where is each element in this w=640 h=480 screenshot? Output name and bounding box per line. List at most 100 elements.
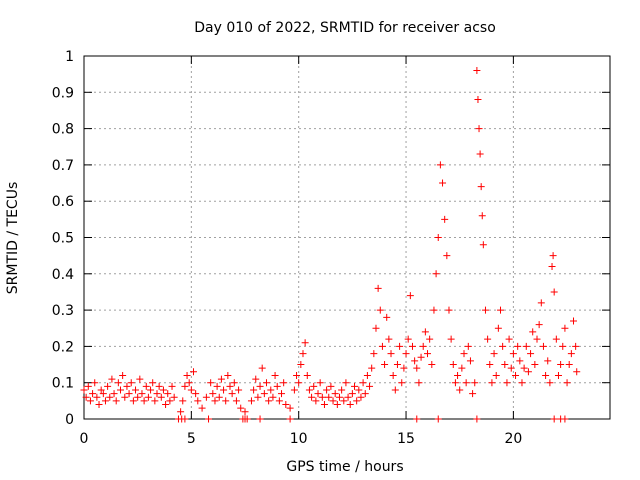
data-point xyxy=(353,397,361,405)
data-point xyxy=(282,400,290,408)
y-tick-label: 0.2 xyxy=(52,339,74,355)
data-point xyxy=(411,357,419,365)
data-point xyxy=(361,390,369,398)
data-point xyxy=(243,415,251,423)
data-point xyxy=(484,335,492,343)
y-tick-label: 0.6 xyxy=(52,194,74,210)
data-point xyxy=(456,386,464,394)
data-point xyxy=(305,386,313,394)
data-point xyxy=(544,357,552,365)
data-point xyxy=(533,335,541,343)
data-point xyxy=(402,350,410,358)
data-point xyxy=(370,350,378,358)
data-point xyxy=(293,371,301,379)
data-point xyxy=(129,397,137,405)
data-point xyxy=(445,306,453,314)
data-point xyxy=(436,161,444,169)
data-point xyxy=(546,379,554,387)
data-point xyxy=(492,371,500,379)
data-point xyxy=(121,393,129,401)
data-point xyxy=(112,397,120,405)
data-point xyxy=(252,375,260,383)
data-point xyxy=(232,397,240,405)
data-point xyxy=(224,371,232,379)
chart-title: Day 010 of 2022, SRMTID for receiver acs… xyxy=(194,20,496,36)
data-point xyxy=(123,382,131,390)
data-point xyxy=(318,393,326,401)
data-point xyxy=(325,393,333,401)
data-point xyxy=(91,379,99,387)
data-point xyxy=(419,342,427,350)
data-point xyxy=(474,96,482,104)
data-point xyxy=(522,342,530,350)
data-point xyxy=(99,390,107,398)
y-tick-label: 0.7 xyxy=(52,158,74,174)
data-point xyxy=(454,371,462,379)
data-point xyxy=(462,379,470,387)
data-point xyxy=(563,379,571,387)
data-point xyxy=(428,361,436,369)
data-point xyxy=(340,397,348,405)
data-point xyxy=(159,386,167,394)
data-point xyxy=(151,397,159,405)
data-point xyxy=(359,379,367,387)
data-point xyxy=(329,397,337,405)
data-point xyxy=(181,415,189,423)
data-point xyxy=(260,390,268,398)
data-point xyxy=(552,335,560,343)
data-point xyxy=(572,342,580,350)
data-point xyxy=(398,379,406,387)
data-point xyxy=(132,386,140,394)
y-tick-label: 0.3 xyxy=(52,303,74,319)
x-tick-label: 0 xyxy=(80,431,89,447)
data-point xyxy=(434,234,442,241)
data-point xyxy=(215,393,223,401)
data-points xyxy=(80,67,581,423)
data-point xyxy=(147,386,155,394)
data-point xyxy=(451,379,459,387)
data-point xyxy=(275,397,283,405)
y-axis-label: SRMTID / TECUs xyxy=(5,182,21,295)
data-point xyxy=(473,67,481,75)
data-point xyxy=(303,371,311,379)
data-point xyxy=(550,288,558,296)
data-point xyxy=(181,382,189,390)
data-point xyxy=(548,263,556,271)
data-point xyxy=(222,397,230,405)
data-point xyxy=(217,375,225,383)
data-point xyxy=(503,379,511,387)
x-tick-label: 10 xyxy=(290,431,308,447)
data-point xyxy=(256,415,264,423)
data-point xyxy=(157,393,165,401)
data-point xyxy=(256,382,264,390)
data-point xyxy=(179,397,187,405)
data-point xyxy=(346,400,354,408)
data-point xyxy=(348,390,356,398)
data-point xyxy=(134,393,142,401)
data-point xyxy=(385,335,393,343)
data-point xyxy=(189,368,197,376)
data-point xyxy=(290,386,298,394)
data-point xyxy=(537,299,545,307)
data-point xyxy=(426,335,434,343)
data-point xyxy=(333,400,341,408)
data-point xyxy=(413,415,421,423)
data-point xyxy=(391,386,399,394)
data-point xyxy=(539,342,547,350)
data-point xyxy=(381,361,389,369)
data-point xyxy=(119,371,127,379)
data-point xyxy=(312,397,320,405)
data-point xyxy=(561,415,569,423)
data-point xyxy=(271,371,279,379)
data-point xyxy=(573,368,581,376)
data-point xyxy=(443,252,451,260)
data-point xyxy=(205,415,213,423)
data-point xyxy=(421,328,429,336)
data-point xyxy=(331,390,339,398)
data-point xyxy=(140,397,148,405)
data-point xyxy=(198,404,206,412)
data-point xyxy=(265,397,273,405)
data-point xyxy=(185,379,193,387)
data-point xyxy=(357,393,365,401)
data-point xyxy=(441,215,449,223)
